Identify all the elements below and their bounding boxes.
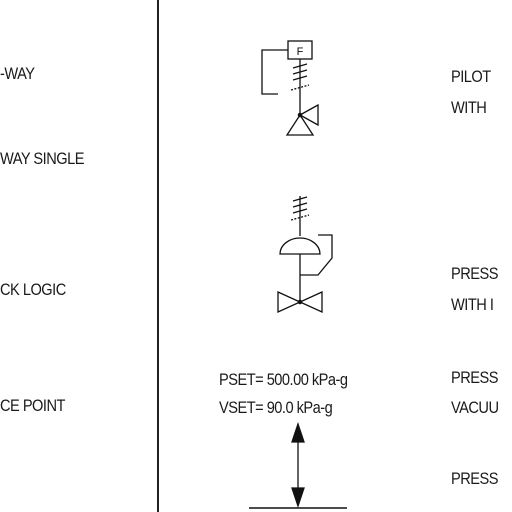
right-label-2: WITH (451, 98, 487, 117)
arrow-down (291, 487, 305, 509)
right-label-7: PRESS (451, 469, 499, 488)
valve-body-right (298, 103, 319, 127)
pset-label: PSET= 500.00 kPa-g (219, 370, 348, 389)
pilot-valve-symbol: F (261, 40, 319, 136)
pilot-line (261, 49, 288, 95)
vset-label: VSET= 90.0 kPa-g (219, 398, 333, 417)
column-divider (157, 0, 159, 512)
actuator-box-letter: F (297, 46, 304, 58)
left-label-2: WAY SINGLE (0, 149, 84, 168)
left-label-3: CK LOGIC (0, 280, 66, 299)
valve-body-right-2 (298, 290, 323, 314)
valve-body-bottom (285, 113, 315, 136)
right-label-5: PRESS (451, 368, 499, 387)
right-label-6: VACUU (451, 398, 499, 417)
left-label-4: CE POINT (0, 396, 65, 415)
right-label-3: PRESS (451, 264, 499, 283)
left-label-1: -WAY (0, 64, 35, 83)
diaphragm (279, 237, 321, 255)
right-label-1: PILOT (451, 67, 491, 86)
valve-body-left (277, 290, 302, 314)
relief-arrow-symbol (249, 421, 347, 509)
arrow-up (291, 421, 305, 443)
pressure-valve-symbol (277, 196, 333, 314)
right-label-4: WITH I (451, 295, 494, 314)
sensing-line (300, 234, 333, 276)
